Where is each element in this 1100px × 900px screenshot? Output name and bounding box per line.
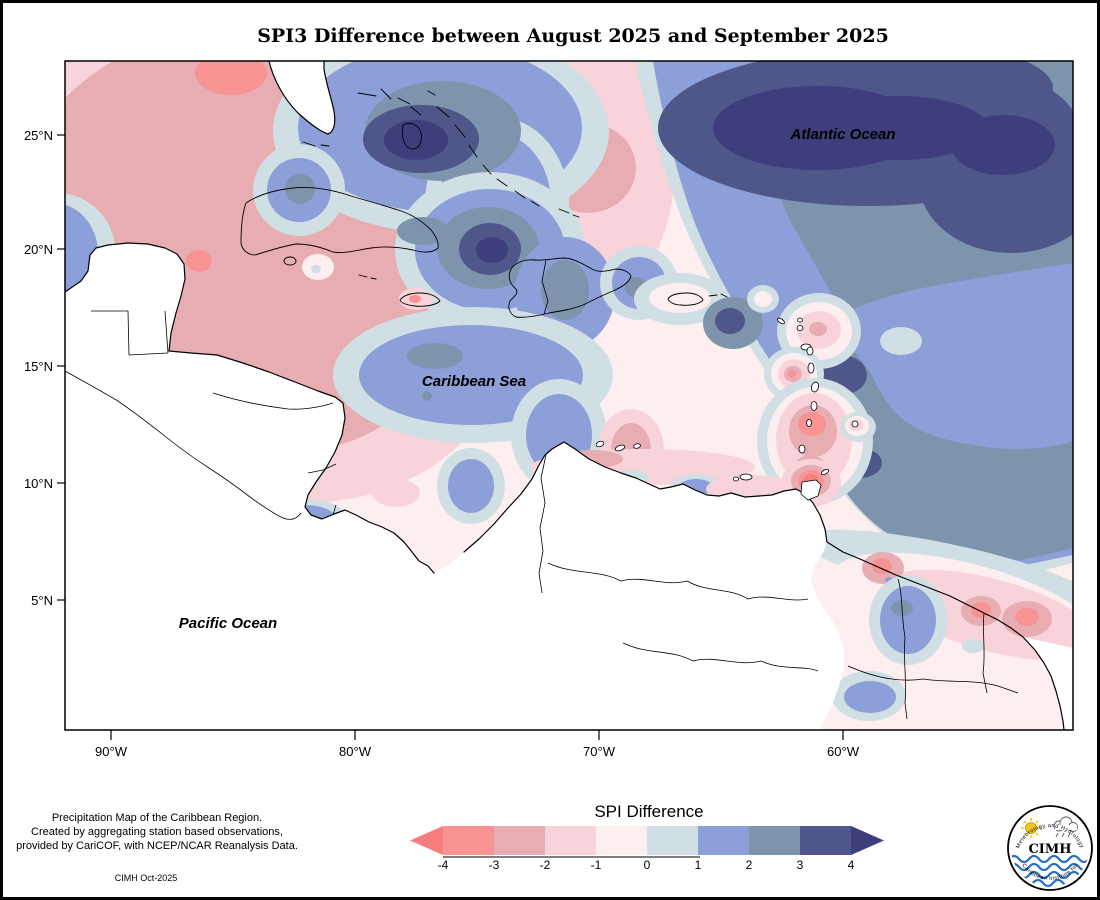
legend: SPI Difference -4 -3 -2 -1 0 1 2 3 4 [410, 802, 884, 872]
logo-org-text: CIMH [1028, 842, 1071, 857]
legend-segment [596, 826, 647, 855]
legend-tick-label: -1 [591, 858, 602, 872]
lon-tick-label: 90°W [95, 744, 128, 759]
longitude-axis: 90°W 80°W 70°W 60°W [95, 730, 860, 759]
page-title: SPI3 Difference between August 2025 and … [257, 25, 889, 47]
legend-left-arrow [410, 826, 443, 855]
caribbean-sea-label: Caribbean Sea [422, 373, 526, 390]
lon-tick-label: 60°W [827, 744, 860, 759]
footer-stamp: CIMH Oct-2025 [115, 873, 178, 883]
legend-segment [443, 826, 494, 855]
latitude-axis: 25°N 20°N 15°N 10°N 5°N [24, 128, 65, 608]
legend-segment [698, 826, 749, 855]
lat-tick-label: 15°N [24, 359, 53, 374]
lat-tick-label: 20°N [24, 242, 53, 257]
map-canvas: SPI3 Difference between August 2025 and … [16, 25, 1093, 891]
legend-tick-label: 4 [848, 858, 855, 872]
legend-segment [800, 826, 851, 855]
pacific-ocean-label: Pacific Ocean [179, 615, 277, 632]
legend-right-arrow [851, 826, 884, 855]
island-outlines [240, 88, 859, 501]
legend-tick-label: 0 [644, 858, 651, 872]
legend-tick-label: -3 [489, 858, 500, 872]
country-borders [65, 310, 1019, 720]
legend-segment [545, 826, 596, 855]
legend-tick-label: 3 [797, 858, 804, 872]
footer-credits: Precipitation Map of the Caribbean Regio… [16, 812, 298, 883]
legend-tick-label: -4 [438, 858, 449, 872]
legend-tick-label: 1 [695, 858, 702, 872]
logo-cloud-icon [1053, 816, 1078, 838]
lon-tick-label: 70°W [583, 744, 616, 759]
lat-tick-label: 25°N [24, 128, 53, 143]
lon-tick-label: 80°W [339, 744, 372, 759]
atlantic-ocean-label: Atlantic Ocean [789, 126, 895, 143]
legend-colorbar: -4 -3 -2 -1 0 1 2 3 4 [410, 826, 884, 872]
legend-segment [647, 826, 698, 855]
credit-line-3: provided by CariCOF, with NCEP/NCAR Rean… [16, 840, 298, 852]
legend-title: SPI Difference [594, 802, 703, 821]
coastlines [65, 61, 1065, 730]
credit-line-2: Created by aggregating station based obs… [31, 826, 283, 838]
legend-tick-label: 2 [746, 858, 753, 872]
cimh-logo: CIMH Caribbean Institute for Meteorology… [1007, 805, 1093, 891]
lat-tick-label: 5°N [31, 593, 53, 608]
lat-tick-label: 10°N [24, 476, 53, 491]
legend-tick-label: -2 [540, 858, 551, 872]
credit-line-1: Precipitation Map of the Caribbean Regio… [52, 812, 262, 824]
logo-sun-icon [1021, 818, 1041, 838]
legend-segment [494, 826, 545, 855]
map-frame [64, 60, 1074, 731]
legend-segment [749, 826, 800, 855]
